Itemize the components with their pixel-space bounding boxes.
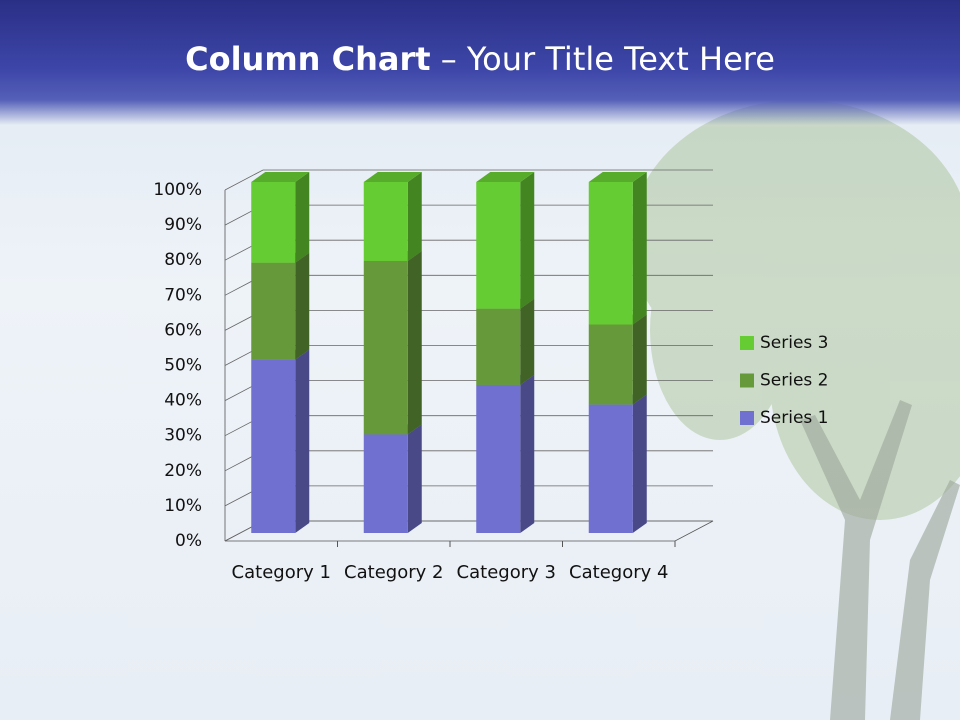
y-tick-label: 20% <box>164 461 202 481</box>
bar-side <box>407 424 422 533</box>
x-tick-label: Category 1 <box>231 562 331 583</box>
bar-side <box>520 298 535 385</box>
bar-top <box>251 172 310 182</box>
y-tick-label: 80% <box>164 250 202 270</box>
tree-trunk <box>800 400 960 720</box>
slide-title: Column Chart – Your Title Text Here <box>0 40 960 78</box>
bar-top <box>363 172 422 182</box>
bar <box>476 172 535 309</box>
title-bold: Column Chart <box>185 40 431 78</box>
legend-swatch <box>740 411 754 425</box>
bar-front <box>588 324 633 405</box>
x-tick-label: Category 4 <box>569 562 669 583</box>
bar <box>251 349 310 533</box>
y-tick-label: 40% <box>164 391 202 411</box>
bar-front <box>251 359 296 533</box>
bar-front <box>363 182 408 261</box>
bar-front <box>476 308 521 385</box>
y-tick-label: 60% <box>164 320 202 340</box>
bar-top <box>588 172 647 182</box>
bar <box>363 250 422 435</box>
bar-front <box>476 182 521 309</box>
bar <box>363 424 422 533</box>
legend-label: Series 1 <box>760 408 829 428</box>
bar <box>588 314 647 405</box>
bar <box>588 172 647 325</box>
bar-side <box>295 349 310 533</box>
y-tick-label: 90% <box>164 215 202 235</box>
y-tick-label: 0% <box>175 531 202 551</box>
bar <box>363 172 422 261</box>
bar-top <box>476 172 535 182</box>
bar <box>588 394 647 533</box>
bar-front <box>363 434 408 533</box>
bar <box>251 252 310 360</box>
bar <box>476 374 535 533</box>
y-tick-label: 30% <box>164 426 202 446</box>
x-tick-label: Category 2 <box>344 562 444 583</box>
bar-side <box>295 172 310 263</box>
legend-label: Series 3 <box>760 333 829 353</box>
bar-side <box>407 250 422 435</box>
bar-side <box>520 172 535 309</box>
bar <box>476 298 535 385</box>
header-band <box>0 0 960 125</box>
bar-front <box>476 384 521 533</box>
bar-side <box>632 172 647 325</box>
bar-side <box>520 374 535 533</box>
bar-side <box>295 252 310 360</box>
grid-line <box>224 169 713 191</box>
title-text: – Your Title Text Here <box>440 40 775 78</box>
legend-swatch <box>740 336 754 350</box>
y-tick-label: 10% <box>164 496 202 516</box>
x-tick-label: Category 3 <box>456 562 556 583</box>
bar-front <box>588 404 633 533</box>
y-tick-label: 50% <box>164 356 202 376</box>
bar-front <box>251 262 296 360</box>
bar-front <box>363 260 408 435</box>
bar-side <box>632 394 647 533</box>
y-tick-label: 70% <box>164 285 202 305</box>
bar-front <box>588 182 633 325</box>
y-tick-label: 100% <box>153 180 202 200</box>
bar-side <box>407 172 422 261</box>
bar-front <box>251 182 296 263</box>
bar-side <box>632 314 647 405</box>
bar <box>251 172 310 263</box>
legend-label: Series 2 <box>760 371 829 391</box>
legend-swatch <box>740 373 754 388</box>
